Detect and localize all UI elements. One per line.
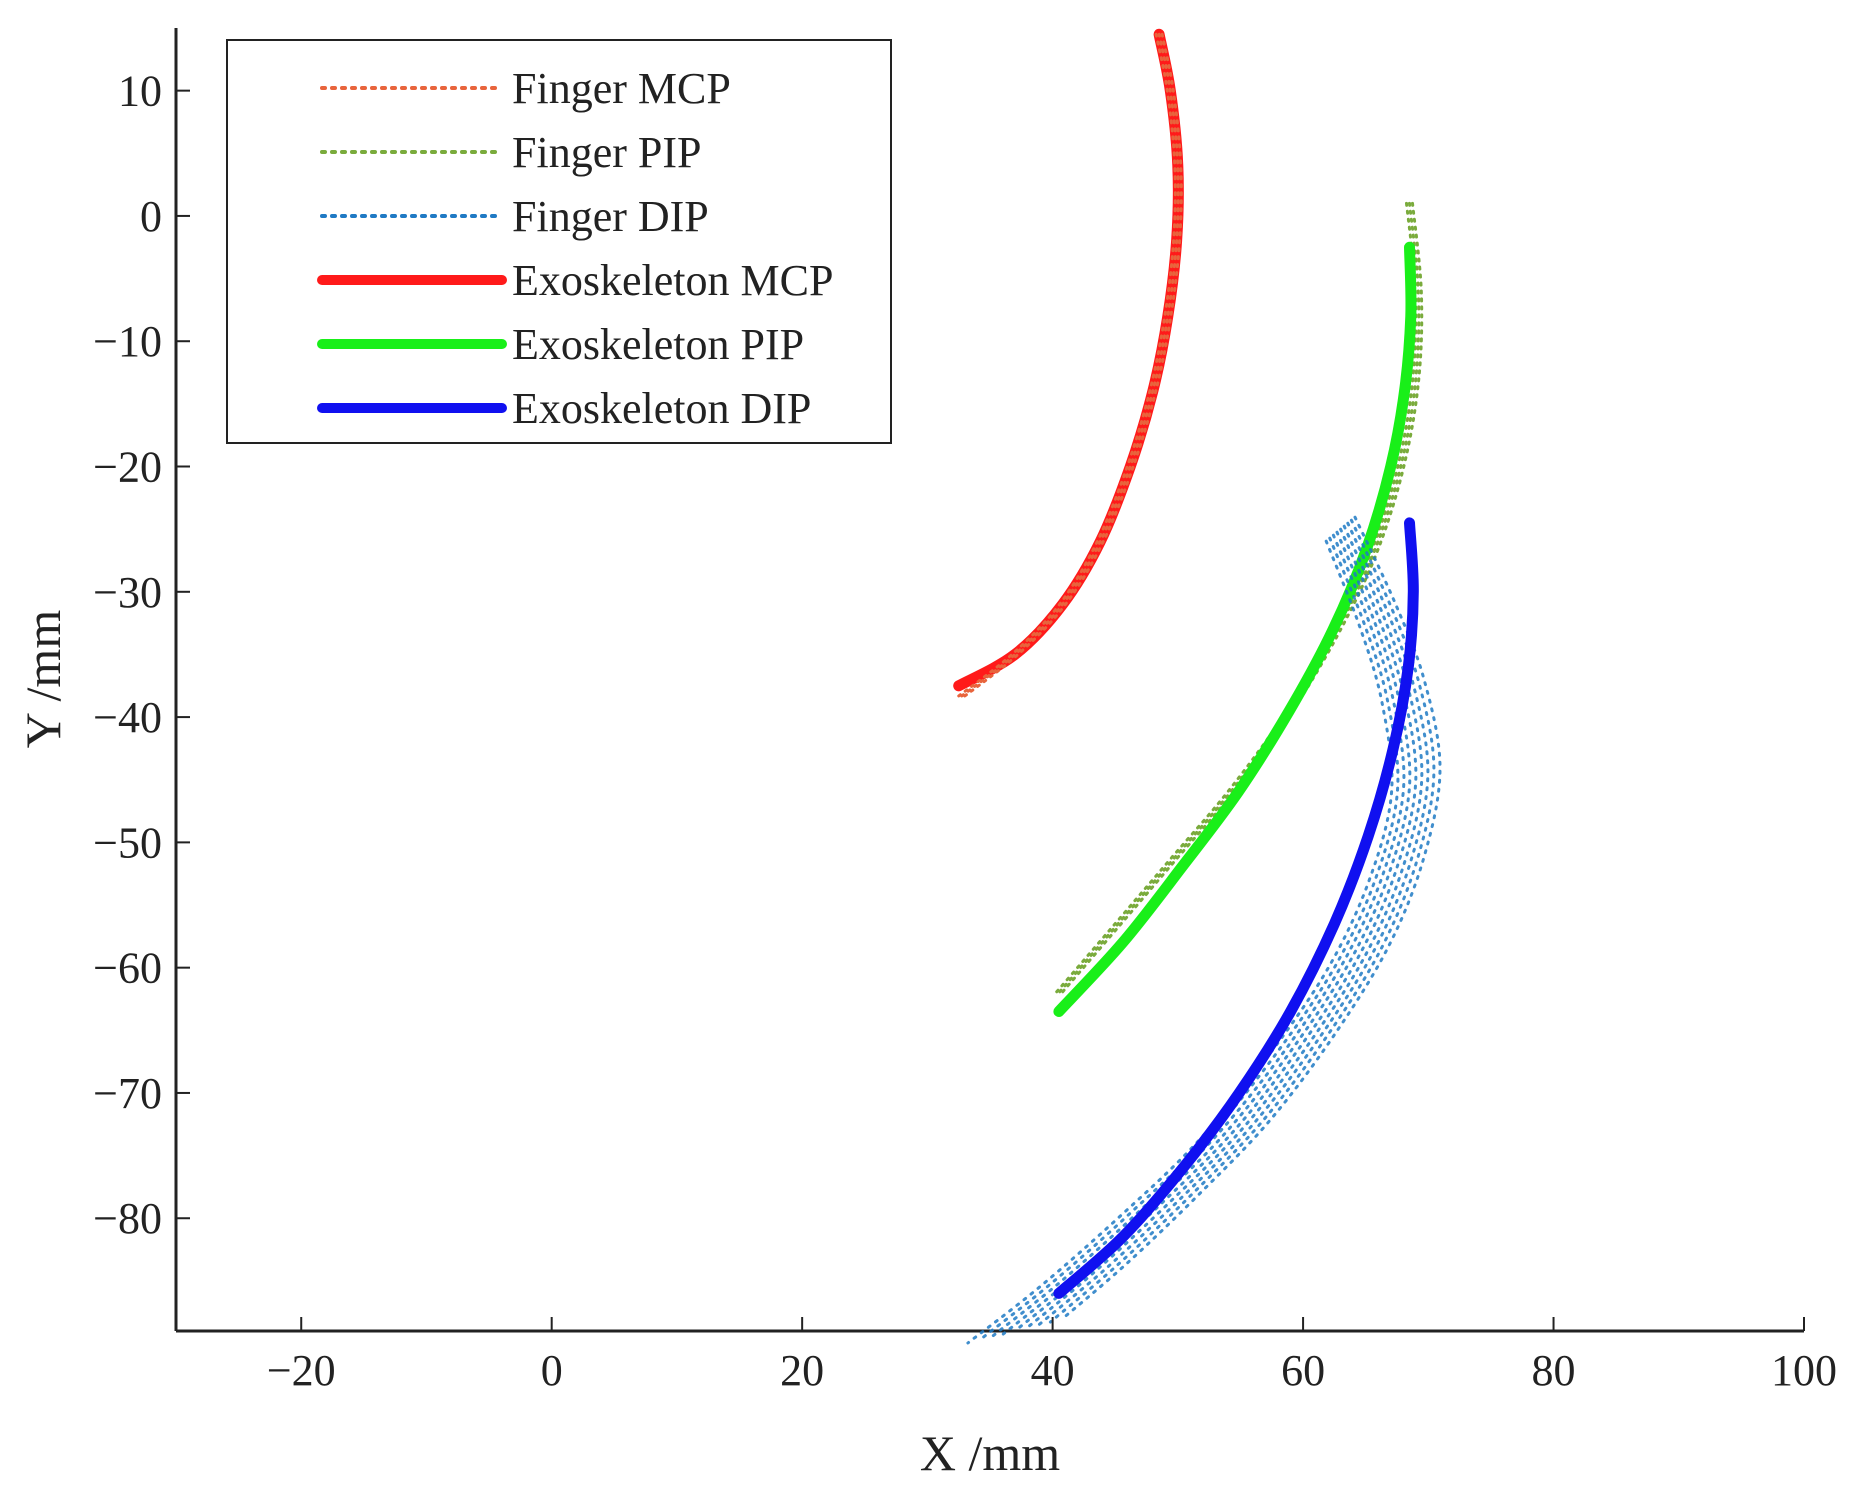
series-line	[1037, 521, 1430, 1327]
legend-label: Finger MCP	[512, 64, 731, 113]
series-line	[1053, 241, 1417, 1017]
series-line	[966, 539, 1394, 1345]
ticks-layer: −20 0 20 40 60 80 100100−10−20−30−40−50−60−70−…	[93, 67, 1837, 1395]
y-tick-label: −40	[93, 693, 162, 742]
series-line	[1013, 527, 1418, 1333]
y-tick-label: −60	[93, 944, 162, 993]
y-tick-label: 10	[118, 67, 162, 116]
y-tick-label: −10	[93, 317, 162, 366]
y-tick-label: −30	[93, 568, 162, 617]
series-exoskeleton-pip	[1053, 241, 1417, 1017]
series-finger-pip	[1054, 201, 1424, 995]
x-axis-title: X /mm	[920, 1425, 1060, 1481]
series-line	[1053, 517, 1419, 1299]
x-tick-label: 0	[541, 1346, 563, 1395]
x-tick-label: 60	[1281, 1346, 1325, 1395]
y-tick-label: −70	[93, 1069, 162, 1118]
series-line	[1025, 524, 1424, 1330]
series-line	[990, 533, 1406, 1339]
x-tick-label: 20	[780, 1346, 824, 1395]
series-line	[960, 32, 1183, 700]
series-line	[954, 32, 1177, 700]
legend-label: Exoskeleton DIP	[512, 384, 811, 433]
legend-box	[226, 39, 892, 444]
series-line	[1001, 530, 1412, 1336]
series-line	[1054, 201, 1418, 995]
legend-label: Finger PIP	[512, 128, 701, 177]
series-finger-dip	[966, 515, 1442, 1345]
y-tick-label: 0	[140, 192, 162, 241]
y-axis-title: Y /mm	[15, 610, 71, 749]
series-line	[957, 32, 1180, 700]
series-line	[1048, 518, 1436, 1324]
legend: Finger MCP Finger PIP Finger DIP Exoskeleto…	[226, 39, 892, 444]
series-line	[1060, 201, 1424, 995]
x-tick-label: 80	[1532, 1346, 1576, 1395]
series-line	[953, 28, 1184, 692]
x-tick-label: −20	[267, 1346, 336, 1395]
legend-label: Exoskeleton MCP	[512, 256, 833, 305]
y-tick-label: −20	[93, 443, 162, 492]
x-tick-label: 40	[1031, 1346, 1075, 1395]
series-finger-mcp	[954, 32, 1183, 700]
series-line	[1060, 515, 1442, 1321]
legend-label: Finger DIP	[512, 192, 709, 241]
series-layer	[953, 28, 1442, 1345]
x-tick-label: 100	[1771, 1346, 1837, 1395]
y-tick-label: −80	[93, 1194, 162, 1243]
y-tick-label: −50	[93, 818, 162, 867]
series-line	[978, 536, 1400, 1342]
legend-entries: Finger MCP Finger PIP Finger DIP Exoskeleto…	[317, 64, 833, 433]
series-exoskeleton-mcp	[953, 28, 1184, 692]
series-exoskeleton-dip	[1053, 517, 1419, 1299]
legend-label: Exoskeleton PIP	[512, 320, 804, 369]
